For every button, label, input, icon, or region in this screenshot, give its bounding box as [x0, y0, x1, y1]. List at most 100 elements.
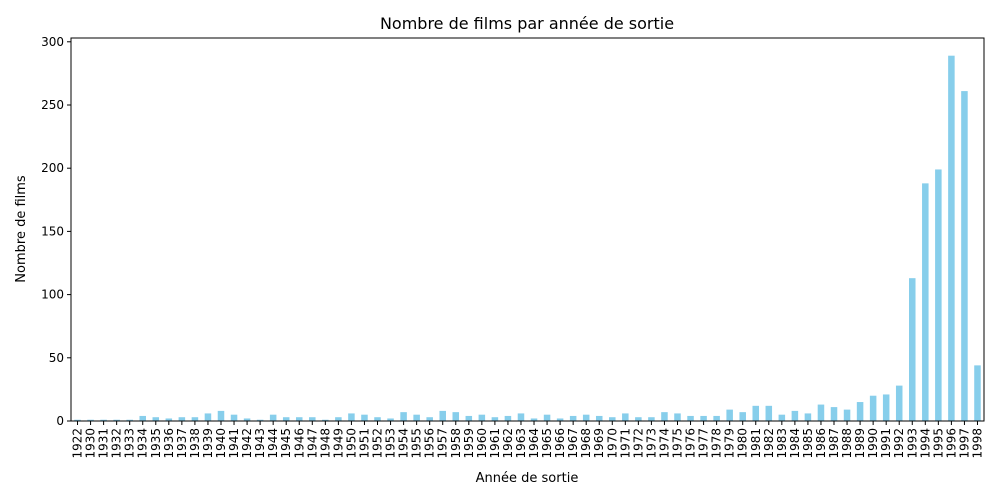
- bar-1941: [230, 414, 238, 421]
- x-tick-label: 1967: [566, 428, 580, 459]
- bar-1949: [335, 417, 342, 421]
- x-tick-label: 1987: [827, 428, 841, 459]
- x-tick-label: 1992: [892, 428, 906, 459]
- x-tick-label: 1973: [644, 428, 658, 459]
- x-tick-label: 1988: [840, 428, 854, 459]
- bar-1950: [348, 413, 355, 421]
- x-tick-label: 1961: [488, 428, 502, 459]
- bar-1942: [243, 418, 251, 421]
- bar-1997: [961, 91, 968, 421]
- bar-1940: [217, 410, 225, 421]
- bar-1932: [113, 419, 120, 421]
- x-tick-label: 1932: [110, 428, 124, 459]
- x-tick-label: 1963: [514, 428, 528, 459]
- x-tick-label: 1940: [214, 428, 228, 459]
- x-tick-label: 1997: [957, 428, 971, 459]
- bar-1937: [178, 417, 186, 421]
- x-tick-label: 1938: [188, 428, 202, 459]
- bar-1982: [765, 405, 773, 421]
- bar-1958: [452, 412, 460, 421]
- bar-1934: [139, 415, 146, 421]
- bar-1968: [582, 414, 590, 421]
- x-tick-label: 1952: [371, 428, 385, 459]
- x-tick-label: 1941: [227, 428, 241, 459]
- bar-1935: [152, 417, 160, 421]
- x-tick-label: 1974: [657, 428, 671, 459]
- bar-1967: [569, 415, 577, 421]
- x-tick-label: 1949: [331, 428, 345, 459]
- x-tick-label: 1933: [123, 428, 137, 459]
- bar-1980: [739, 412, 746, 421]
- bar-1971: [622, 413, 629, 421]
- x-tick-label: 1960: [475, 428, 489, 459]
- bar-1956: [426, 417, 433, 421]
- bar-1953: [387, 418, 394, 421]
- plot-frame: [70, 37, 985, 422]
- x-tick-label: 1959: [462, 428, 476, 459]
- bar-1964: [530, 418, 538, 421]
- bar-1945: [282, 417, 290, 421]
- bar-1946: [295, 417, 303, 421]
- x-tick-label: 1989: [853, 428, 867, 459]
- x-tick-label: 1964: [527, 428, 541, 459]
- y-tick-label: 50: [49, 351, 64, 365]
- y-tick-label: 250: [41, 98, 64, 112]
- x-tick-label: 1996: [944, 428, 958, 459]
- x-tick-label: 1986: [814, 428, 828, 459]
- bar-1985: [804, 413, 812, 421]
- bar-1963: [517, 413, 525, 421]
- x-tick-label: 1968: [579, 428, 593, 459]
- bar-1930: [87, 419, 94, 421]
- bar-1984: [791, 410, 799, 421]
- x-tick-label: 1983: [775, 428, 789, 459]
- bar-1972: [635, 417, 642, 421]
- x-tick-label: 1984: [788, 428, 802, 459]
- x-tick-label: 1930: [84, 428, 98, 459]
- bar-1965: [543, 414, 551, 421]
- x-tick-label: 1985: [801, 428, 815, 459]
- x-tick-label: 1977: [697, 428, 711, 459]
- x-tick-label: 1971: [618, 428, 632, 459]
- x-tick-label: 1942: [240, 428, 254, 459]
- x-tick-label: 1993: [905, 428, 919, 459]
- y-tick-label: 150: [41, 224, 64, 238]
- x-tick-label: 1981: [749, 428, 763, 459]
- bar-1998: [974, 365, 981, 421]
- x-axis-label: Année de sortie: [476, 471, 579, 486]
- bar-1976: [687, 415, 694, 421]
- x-tick-label: 1945: [279, 428, 293, 459]
- bar-1966: [556, 418, 564, 421]
- x-tick-label: 1935: [149, 428, 163, 459]
- x-tick-label: 1953: [384, 428, 398, 459]
- bar-1969: [595, 415, 603, 421]
- x-tick-label: 1980: [736, 428, 750, 459]
- bar-1961: [491, 417, 499, 421]
- y-tick-label: 0: [56, 414, 64, 428]
- x-tick-label: 1944: [266, 428, 280, 459]
- y-tick-label: 300: [41, 35, 64, 49]
- bar-1960: [478, 414, 486, 421]
- bars-group: [74, 55, 981, 421]
- y-tick-label: 200: [41, 161, 64, 175]
- x-tick-label: 1958: [449, 428, 463, 459]
- x-tick-label: 1979: [723, 428, 737, 459]
- x-tick-label: 1970: [605, 428, 619, 459]
- bar-1993: [909, 278, 916, 421]
- bar-1983: [778, 414, 786, 421]
- bar-1957: [439, 410, 446, 421]
- bar-1948: [322, 419, 329, 421]
- x-tick-label: 1975: [670, 428, 684, 459]
- x-tick-label: 1936: [162, 428, 176, 459]
- bar-1973: [648, 417, 655, 421]
- x-tick-label: 1934: [136, 428, 150, 459]
- bar-1975: [674, 413, 681, 421]
- bar-1952: [374, 417, 381, 421]
- x-tick-label: 1931: [97, 428, 111, 459]
- bar-1991: [882, 394, 890, 421]
- bar-1955: [413, 414, 420, 421]
- bar-1974: [661, 412, 668, 421]
- x-tick-label: 1969: [592, 428, 606, 459]
- bar-1990: [869, 395, 877, 421]
- bar-1959: [465, 415, 473, 421]
